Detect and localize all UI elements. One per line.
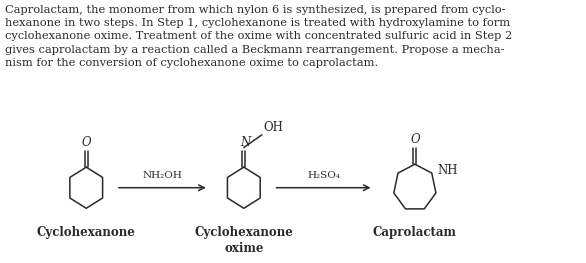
Text: OH: OH: [264, 121, 284, 134]
Text: Cyclohexanone
oxime: Cyclohexanone oxime: [195, 226, 293, 255]
Text: N: N: [240, 135, 250, 149]
Text: O: O: [81, 135, 91, 149]
Text: NH₂OH: NH₂OH: [142, 171, 182, 180]
Text: O: O: [410, 133, 420, 146]
Text: NH: NH: [437, 164, 458, 177]
Text: Caprolactam, the monomer from which nylon 6 is synthesized, is prepared from cyc: Caprolactam, the monomer from which nylo…: [5, 5, 512, 68]
Text: Cyclohexanone: Cyclohexanone: [37, 226, 136, 239]
Text: H₂SO₄: H₂SO₄: [307, 171, 340, 180]
Text: Caprolactam: Caprolactam: [373, 226, 457, 239]
